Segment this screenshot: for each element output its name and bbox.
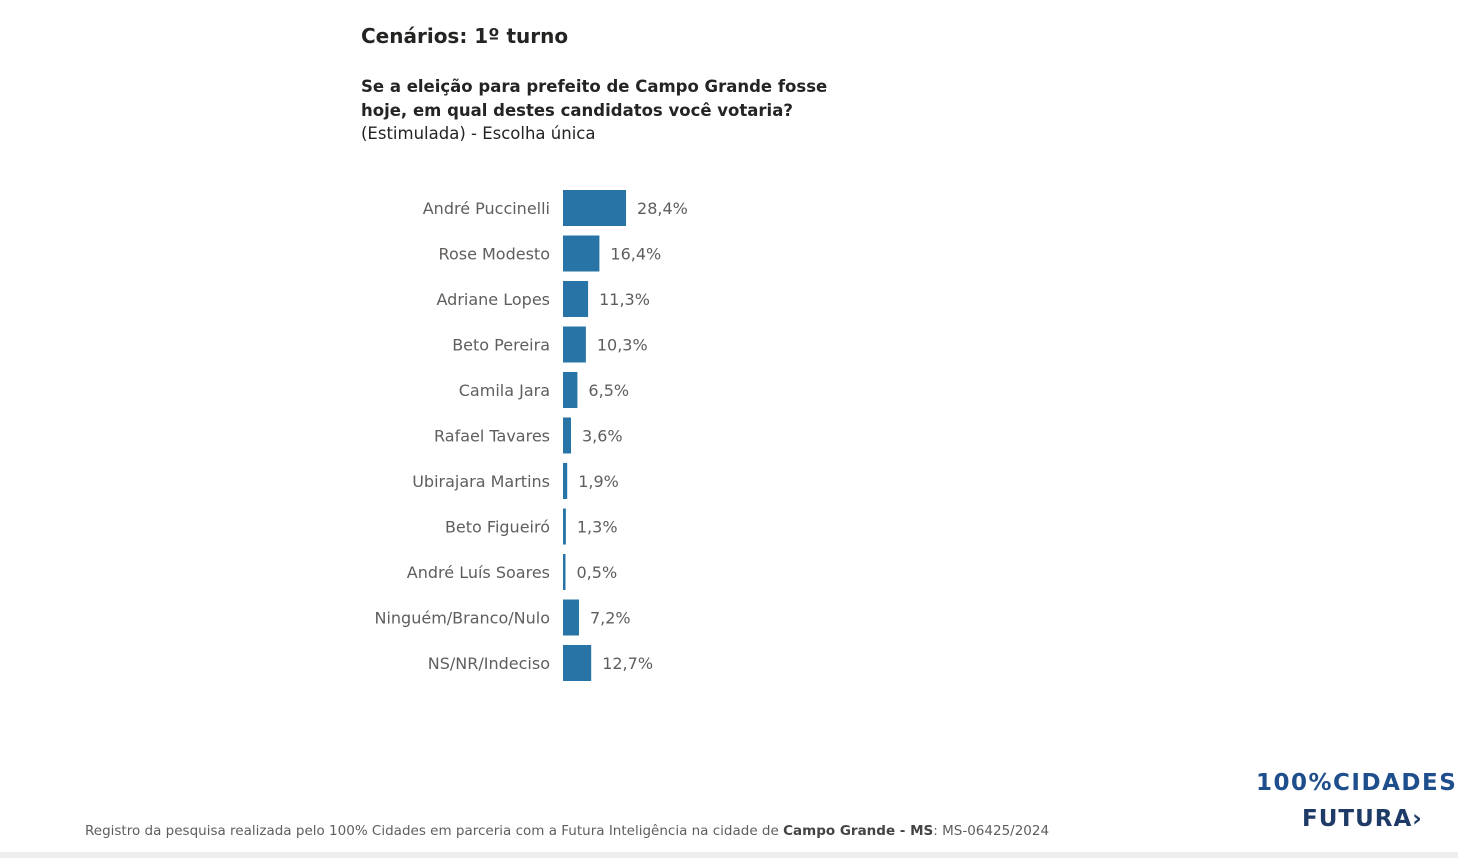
bar (563, 554, 566, 590)
data-label: 0,5% (577, 563, 618, 582)
category-label: Beto Figueiró (445, 518, 550, 537)
data-label: 10,3% (597, 336, 648, 355)
category-label: Ubirajara Martins (412, 472, 550, 491)
data-label: 12,7% (602, 654, 653, 673)
bar (563, 508, 566, 545)
logo-futura: FUTURA› (1302, 806, 1423, 832)
category-label: Ninguém/Branco/Nulo (375, 609, 551, 628)
data-label: 6,5% (588, 381, 629, 400)
data-label: 28,4% (637, 199, 688, 218)
category-label: NS/NR/Indeciso (428, 654, 550, 673)
bar (563, 645, 592, 681)
bar-chart: André Puccinelli 28,4% Rose Modesto 16,4% Ad… (375, 190, 688, 681)
data-label: 16,4% (610, 245, 661, 264)
category-label: Rafael Tavares (434, 427, 550, 446)
chart-question: Se a eleição para prefeito de Campo Gran… (361, 77, 828, 120)
data-label: 11,3% (599, 290, 650, 309)
data-label: 1,9% (578, 472, 619, 491)
data-label: 1,3% (577, 518, 618, 537)
bar (563, 190, 627, 226)
bar (563, 372, 578, 408)
category-label: Camila Jara (459, 381, 550, 400)
category-label: Beto Pereira (452, 336, 550, 355)
logo-100-cidades: 100%CIDADES (1256, 770, 1458, 796)
footer-registration: : MS-06425/2024 (933, 823, 1050, 839)
category-label: Rose Modesto (439, 245, 550, 264)
data-label: 3,6% (582, 427, 623, 446)
bar (563, 463, 568, 499)
footer-text: Registro da pesquisa realizada pelo 100%… (85, 823, 784, 839)
data-label: 7,2% (590, 609, 631, 628)
chart-subtitle: (Estimulada) - Escolha única (361, 124, 596, 143)
bar (563, 599, 579, 636)
bottom-bar (0, 852, 1458, 858)
footer-note: Registro da pesquisa realizada pelo 100%… (85, 823, 1049, 839)
category-label: André Puccinelli (423, 199, 550, 218)
chart-title: Cenários: 1º turno (361, 24, 569, 48)
bar (563, 326, 586, 363)
category-label: André Luís Soares (407, 563, 550, 582)
bar (563, 281, 589, 317)
bar (563, 417, 571, 454)
category-label: Adriane Lopes (437, 290, 550, 309)
bar (563, 235, 600, 272)
footer-city: Campo Grande - MS (783, 823, 934, 839)
